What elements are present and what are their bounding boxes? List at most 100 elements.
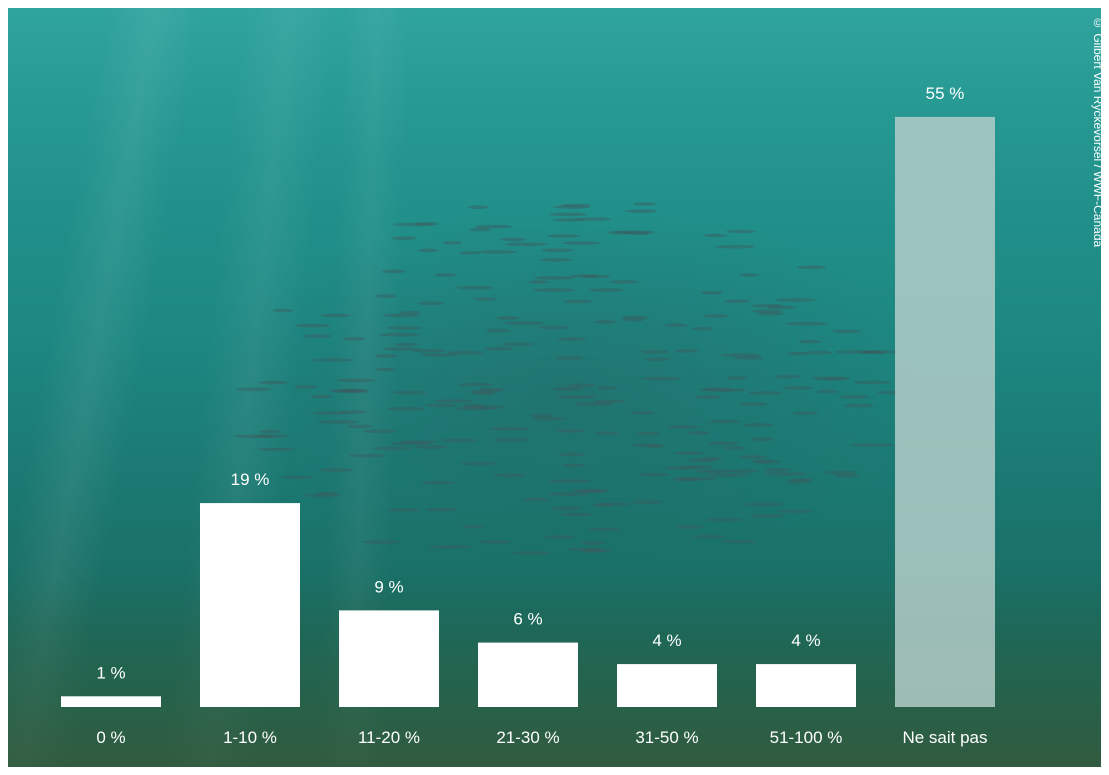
fish-shape: [623, 318, 645, 322]
bar-5: [617, 664, 717, 707]
fish-shape: [553, 218, 586, 222]
fish-shape: [390, 441, 431, 446]
bar-6: [756, 664, 856, 707]
fish-shape: [722, 446, 745, 450]
category-label: 21-30 %: [496, 728, 559, 747]
fish-shape: [434, 273, 457, 277]
fish-shape: [577, 489, 607, 494]
fish-shape: [758, 312, 784, 316]
fish-shape: [789, 477, 814, 482]
fish-shape: [777, 509, 814, 514]
fish-shape: [468, 205, 489, 209]
fish-shape: [425, 403, 457, 408]
fish-shape: [312, 411, 349, 415]
fish-shape: [556, 395, 598, 399]
fish-shape: [363, 429, 397, 434]
fish-shape: [738, 455, 768, 459]
fish-shape: [556, 429, 586, 433]
fish-shape: [703, 233, 727, 238]
fish-shape: [823, 470, 858, 475]
fish-shape: [510, 551, 552, 555]
fish-shape: [320, 313, 351, 318]
fish-shape: [571, 274, 599, 278]
fish-shape: [666, 425, 699, 429]
fish-shape: [374, 294, 396, 298]
fish-shape: [609, 280, 639, 284]
category-label: 1-10 %: [223, 728, 277, 747]
value-label: 9 %: [374, 577, 403, 596]
fish-shape: [630, 410, 656, 415]
fish-shape: [588, 288, 625, 293]
fish-shape: [581, 541, 606, 545]
fish-shape: [742, 423, 774, 427]
fish-shape: [767, 305, 797, 310]
bar-1: [61, 696, 161, 707]
fish-shape: [641, 376, 682, 381]
fish-shape: [442, 241, 463, 245]
fish-shape: [552, 205, 591, 209]
fish-shape: [557, 452, 586, 457]
fish-shape: [293, 385, 318, 389]
fish-shape: [733, 356, 764, 360]
fish-shape: [318, 468, 354, 472]
fish-shape: [699, 387, 735, 392]
value-label: 4 %: [791, 631, 820, 650]
fish-shape: [580, 549, 604, 553]
fish-shape: [593, 399, 626, 404]
fish-shape: [459, 461, 498, 466]
fish-shape: [562, 241, 601, 245]
fish-shape: [258, 447, 296, 452]
chart-background-photo: 1 % 0 % 19 % 1-10 % 9 % 11-20 % 6 % 21-30 % 4 % 3…: [8, 8, 1101, 767]
fish-shape: [631, 500, 665, 504]
fish-shape: [563, 299, 592, 304]
fish-shape: [505, 242, 549, 246]
fish-shape: [387, 508, 422, 512]
fish-shape: [786, 351, 808, 356]
fish-shape: [441, 438, 478, 443]
fish-shape: [751, 459, 773, 464]
fish-shape: [843, 403, 875, 408]
fish-shape: [531, 417, 567, 421]
fish-shape: [694, 395, 722, 400]
fish-shape: [593, 320, 617, 324]
category-label: Ne sait pas: [902, 728, 987, 747]
fish-shape: [373, 446, 413, 451]
fish-shape: [420, 480, 456, 485]
bar-4: [478, 642, 578, 707]
fish-shape: [458, 382, 493, 387]
fish-shape: [462, 405, 506, 409]
fish-shape: [552, 387, 583, 391]
fish-shape: [570, 488, 610, 493]
fish-shape: [392, 390, 428, 395]
fish-shape: [235, 387, 272, 392]
value-label: 6 %: [513, 610, 542, 629]
fish-shape: [749, 514, 786, 518]
fish-shape: [541, 248, 574, 252]
fish-shape: [692, 534, 727, 539]
fish-shape: [562, 463, 587, 468]
fish-shape: [839, 395, 870, 399]
fish-shape: [633, 202, 656, 206]
fish-shape: [636, 431, 661, 436]
fish-shape: [833, 473, 860, 478]
fish-shape: [484, 347, 514, 351]
fish-shape: [316, 491, 339, 496]
fish-shape: [489, 427, 531, 431]
fish-shape: [645, 444, 666, 449]
fish-shape: [557, 337, 587, 341]
fish-shape: [309, 394, 333, 399]
fish-shape: [706, 518, 744, 522]
fish-shape: [427, 545, 472, 549]
fish-shape: [674, 451, 706, 455]
fish-shape: [664, 466, 701, 470]
fish-shape: [382, 313, 421, 318]
fish-shape: [823, 377, 848, 381]
fish-shape: [375, 367, 396, 372]
fish-shape: [632, 443, 661, 448]
fish-shape: [387, 407, 426, 411]
fish-shape: [412, 349, 447, 353]
fish-shape: [584, 548, 613, 553]
fish-shape: [724, 299, 750, 304]
fish-shape: [258, 380, 289, 385]
fish-shape: [336, 378, 376, 383]
